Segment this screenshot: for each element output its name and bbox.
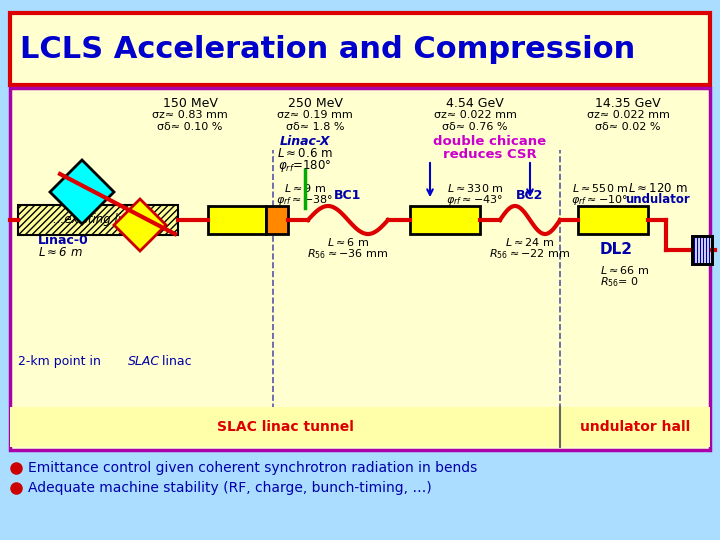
Text: Linac-3: Linac-3 (588, 213, 639, 226)
Text: $\varphi_{rf}$=180°: $\varphi_{rf}$=180° (279, 158, 332, 174)
Text: ...existing linac: ...existing linac (53, 213, 143, 226)
Text: $R_{56}$$\approx$$-$22 mm: $R_{56}$$\approx$$-$22 mm (490, 247, 571, 261)
Text: RF: RF (74, 181, 90, 191)
Text: $L$$\approx$6 m: $L$$\approx$6 m (327, 236, 369, 248)
Bar (10, 13, 710, 85)
Text: σδ≈ 1.8 %: σδ≈ 1.8 % (286, 122, 344, 132)
Bar (692, 236, 712, 264)
Text: undulator: undulator (626, 193, 690, 206)
Bar (266, 206, 288, 234)
Text: undulator hall: undulator hall (580, 420, 690, 434)
Text: gun: gun (70, 195, 94, 205)
Text: σz≈ 0.19 mm: σz≈ 0.19 mm (277, 110, 353, 120)
Text: double chicane: double chicane (433, 135, 546, 148)
Text: $\varphi_{rf}$$\approx$$-$43°: $\varphi_{rf}$$\approx$$-$43° (446, 193, 503, 207)
Text: 4.54 GeV: 4.54 GeV (446, 97, 504, 110)
Text: $L$$\approx$66 m: $L$$\approx$66 m (600, 264, 649, 276)
Bar (692, 236, 712, 264)
Text: SLAC linac tunnel: SLAC linac tunnel (217, 420, 354, 434)
Text: $L$$\approx$120 m: $L$$\approx$120 m (628, 182, 688, 195)
Bar (410, 206, 480, 234)
Text: σδ≈ 0.02 %: σδ≈ 0.02 % (595, 122, 661, 132)
Text: new: new (130, 212, 154, 236)
Bar (10, 407, 560, 447)
Text: 150 MeV: 150 MeV (163, 97, 217, 110)
Text: $R_{56}$= 0: $R_{56}$= 0 (600, 275, 639, 289)
Text: LCLS Acceleration and Compression: LCLS Acceleration and Compression (20, 35, 635, 64)
Text: $L$$\approx$9 m: $L$$\approx$9 m (284, 182, 326, 194)
Bar (208, 206, 266, 234)
Bar (560, 407, 710, 447)
Text: SLAC: SLAC (128, 355, 160, 368)
Text: $L$$\approx$0.6 m: $L$$\approx$0.6 m (277, 147, 333, 160)
Text: X: X (272, 213, 282, 226)
Text: $\varphi_{rf}$$\approx$$-$10°: $\varphi_{rf}$$\approx$$-$10° (572, 193, 629, 207)
Text: σδ≈ 0.76 %: σδ≈ 0.76 % (442, 122, 508, 132)
Text: Emittance control given coherent synchrotron radiation in bends: Emittance control given coherent synchro… (28, 461, 477, 475)
Text: $L$$\approx$6 m: $L$$\approx$6 m (38, 246, 83, 259)
Bar (18, 205, 178, 235)
Text: σz≈ 0.022 mm: σz≈ 0.022 mm (433, 110, 516, 120)
Text: Linac-2: Linac-2 (420, 213, 470, 226)
Text: 14.35 GeV: 14.35 GeV (595, 97, 661, 110)
Text: BC1: BC1 (334, 189, 361, 202)
Text: BC2: BC2 (516, 189, 544, 202)
Polygon shape (114, 199, 166, 251)
Text: Adequate machine stability (RF, charge, bunch-timing, …): Adequate machine stability (RF, charge, … (28, 481, 432, 495)
Text: DL2: DL2 (600, 242, 633, 258)
Text: $\varphi_{rf}$$\approx$$-$38°: $\varphi_{rf}$$\approx$$-$38° (276, 193, 333, 207)
Text: linac: linac (158, 355, 192, 368)
Text: $L$$\approx$550 m: $L$$\approx$550 m (572, 182, 629, 194)
Polygon shape (50, 160, 114, 224)
Text: reduces CSR: reduces CSR (443, 148, 537, 161)
Text: σz≈ 0.022 mm: σz≈ 0.022 mm (587, 110, 670, 120)
Text: $L$$\approx$330 m: $L$$\approx$330 m (446, 182, 503, 194)
Bar (10, 88, 710, 450)
Text: $L$$\approx$24 m: $L$$\approx$24 m (505, 236, 554, 248)
Bar (578, 206, 648, 234)
Text: 2-km point in: 2-km point in (18, 355, 105, 368)
Text: $R_{56}$$\approx$$-$36 mm: $R_{56}$$\approx$$-$36 mm (307, 247, 389, 261)
Text: Linac-0: Linac-0 (38, 233, 89, 246)
Text: σz≈ 0.83 mm: σz≈ 0.83 mm (152, 110, 228, 120)
Text: Lin-1: Lin-1 (220, 213, 254, 226)
Text: Linac-X: Linac-X (280, 135, 330, 148)
Text: 250 MeV: 250 MeV (287, 97, 343, 110)
Text: σδ≈ 0.10 %: σδ≈ 0.10 % (157, 122, 222, 132)
